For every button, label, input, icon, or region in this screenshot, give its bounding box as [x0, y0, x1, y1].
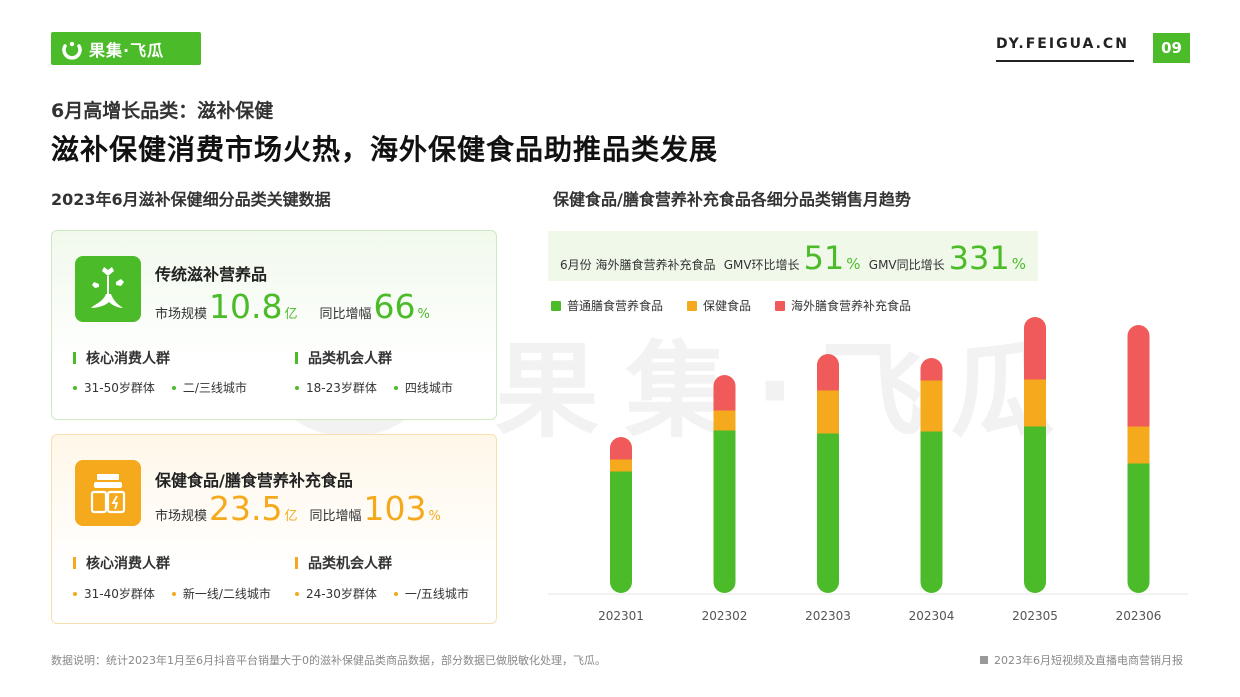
bar-segment-202302-series-0	[713, 430, 736, 593]
report-name: 2023年6月短视频及直播电商营销月报	[980, 652, 1183, 668]
bar-segment-202304-series-0	[920, 431, 943, 593]
monthly-sales-trend-chart: 202301 202302 202303 202304 202305 202306	[548, 317, 1188, 623]
bar-segment-202304-series-2	[920, 358, 943, 381]
mom-growth-unit: %	[846, 255, 861, 273]
market-size-label: 市场规模	[155, 307, 208, 322]
bar-segment-202301-series-0	[610, 471, 632, 593]
card-title: 传统滋补营养品	[155, 265, 268, 284]
card-title: 保健食品/膳食营养补充食品	[155, 471, 353, 490]
legend-swatch	[775, 300, 786, 311]
chart-legend: 普通膳食营养食品 保健食品 海外膳食营养补充食品	[551, 297, 935, 314]
page-number: 09	[1153, 33, 1190, 63]
gmv-highlight-banner: 6月份 海外膳食营养补充食品 GMV环比增长 51 % GMV同比增长 331 …	[548, 231, 1038, 281]
bar-segment-202305-series-2	[1024, 317, 1046, 380]
yoy-growth-value: 66	[373, 287, 416, 326]
yoy-growth-unit: %	[1011, 255, 1026, 273]
category-card-health-supplements: 保健食品/膳食营养补充食品 市场规模 23.5 亿 同比增幅 103 % 核心消…	[51, 434, 497, 624]
bar-segment-202306-series-0	[1127, 463, 1150, 593]
bar-segment-202306-series-1	[1127, 426, 1150, 464]
mom-growth-label: GMV环比增长	[723, 258, 800, 272]
opportunity-consumer-heading: 品类机会人群	[295, 553, 392, 573]
card-metrics: 市场规模 10.8 亿 同比增幅 66 %	[155, 287, 430, 326]
yoy-growth-value: 103	[363, 489, 427, 528]
tag-item: 18-23岁群体	[295, 379, 377, 396]
bar-segment-202305-series-0	[1024, 426, 1046, 593]
supplement-bottles-icon	[75, 460, 141, 526]
legend-item: 普通膳食营养食品	[551, 297, 663, 314]
category-card-traditional-tonic: 传统滋补营养品 市场规模 10.8 亿 同比增幅 66 % 核心消费人群 品类机…	[51, 230, 497, 420]
mom-growth-value: 51	[803, 239, 845, 277]
yoy-growth-unit: %	[417, 307, 430, 322]
x-tick-label: 202303	[805, 609, 851, 623]
brand-logo[interactable]: 果集·飞瓜	[51, 32, 201, 65]
bar-segment-202301-series-1	[610, 459, 632, 472]
x-tick-label: 202306	[1116, 609, 1162, 623]
yoy-growth-label: GMV同比增长	[868, 258, 945, 272]
market-size-label: 市场规模	[155, 509, 208, 524]
yoy-growth-label: 同比增幅	[319, 307, 372, 322]
report-square-icon	[980, 656, 988, 664]
bar-segment-202303-series-2	[817, 354, 839, 391]
tag-item: 新一线/二线城市	[171, 585, 271, 602]
card-metrics: 市场规模 23.5 亿 同比增幅 103 %	[155, 489, 441, 528]
site-url[interactable]: DY.FEIGUA.CN	[996, 36, 1134, 62]
opportunity-consumer-heading: 品类机会人群	[295, 348, 392, 368]
opportunity-consumer-tags: 24-30岁群体 一/五线城市	[295, 585, 486, 602]
bar-segment-202303-series-1	[817, 390, 839, 434]
bar-segment-202301-series-2	[610, 437, 632, 460]
opportunity-consumer-tags: 18-23岁群体 四线城市	[295, 379, 470, 396]
tag-item: 二/三线城市	[171, 379, 247, 396]
page-title: 滋补保健消费市场火热，海外保健食品助推品类发展	[51, 133, 719, 166]
bar-segment-202306-series-2	[1127, 325, 1150, 427]
market-size-value: 10.8	[209, 287, 283, 326]
bar-segment-202303-series-0	[817, 433, 839, 593]
x-tick-label: 202301	[598, 609, 644, 623]
stacked-bar-202302	[713, 375, 736, 593]
core-consumer-tags: 31-50岁群体 二/三线城市	[73, 379, 264, 396]
market-size-value: 23.5	[209, 489, 283, 528]
tag-item: 四线城市	[393, 379, 453, 396]
data-footnote: 数据说明：统计2023年1月至6月抖音平台销量大于0的滋补保健品类商品数据，部分…	[51, 654, 606, 667]
bar-segment-202304-series-1	[920, 380, 943, 432]
market-size-unit: 亿	[284, 509, 298, 524]
ginseng-icon	[75, 256, 141, 322]
core-consumer-heading: 核心消费人群	[73, 553, 170, 573]
highlight-prefix: 6月份 海外膳食营养补充食品	[560, 258, 716, 272]
tag-item: 一/五线城市	[393, 585, 469, 602]
tag-item: 24-30岁群体	[295, 585, 377, 602]
legend-swatch	[551, 300, 561, 311]
x-tick-label: 202302	[702, 609, 748, 623]
x-tick-label: 202305	[1012, 609, 1058, 623]
brand-logo-icon	[62, 41, 82, 60]
legend-item: 海外膳食营养补充食品	[775, 297, 911, 314]
stacked-bar-202306	[1127, 325, 1150, 593]
left-section-title: 2023年6月滋补保健细分品类关键数据	[51, 190, 331, 209]
stacked-bar-202305	[1024, 317, 1046, 593]
brand-logo-text: 果集·飞瓜	[89, 40, 165, 60]
tag-item: 31-50岁群体	[73, 379, 155, 396]
legend-swatch	[687, 300, 698, 311]
core-consumer-heading: 核心消费人群	[73, 348, 170, 368]
yoy-growth-label: 同比增幅	[309, 509, 362, 524]
market-size-unit: 亿	[284, 307, 298, 322]
legend-item: 保健食品	[687, 297, 751, 314]
stacked-bar-202303	[817, 354, 839, 593]
stacked-bar-202304	[920, 358, 943, 593]
bar-segment-202302-series-1	[713, 410, 736, 431]
tag-item: 31-40岁群体	[73, 585, 155, 602]
core-consumer-tags: 31-40岁群体 新一线/二线城市	[73, 585, 288, 602]
stacked-bar-202301	[610, 437, 632, 593]
page-eyebrow: 6月高增长品类：滋补保健	[51, 100, 274, 122]
yoy-growth-value: 331	[948, 239, 1010, 277]
bar-segment-202302-series-2	[713, 375, 736, 411]
yoy-growth-unit: %	[428, 509, 441, 524]
right-section-title: 保健食品/膳食营养补充食品各细分品类销售月趋势	[553, 190, 911, 209]
x-tick-label: 202304	[909, 609, 955, 623]
bar-segment-202305-series-1	[1024, 379, 1046, 427]
